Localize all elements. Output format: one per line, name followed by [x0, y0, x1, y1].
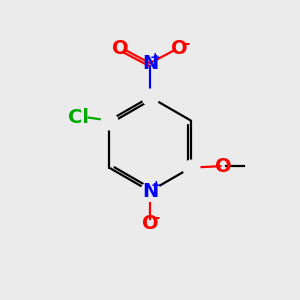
Text: O: O — [142, 214, 158, 233]
Text: N: N — [142, 182, 158, 201]
Text: +: + — [151, 179, 161, 192]
Text: Cl: Cl — [68, 108, 89, 127]
Text: N: N — [142, 54, 158, 73]
Text: -: - — [184, 36, 190, 51]
Text: -: - — [153, 210, 160, 225]
Text: O: O — [215, 157, 232, 176]
Text: O: O — [112, 39, 129, 58]
Text: +: + — [150, 51, 160, 64]
Text: O: O — [171, 39, 188, 58]
